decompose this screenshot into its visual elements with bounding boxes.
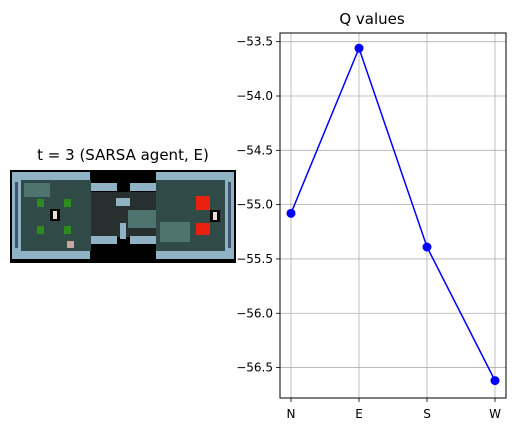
y-tick-label: −54.0 xyxy=(236,89,273,103)
floor-right-lit xyxy=(160,222,190,242)
floor-center-lit xyxy=(128,210,156,228)
wall-inner-top-a xyxy=(91,183,117,191)
y-tick-label: −55.0 xyxy=(236,198,273,212)
lava-upper xyxy=(196,196,210,210)
wall-top-left xyxy=(12,172,90,180)
wall-right-inner xyxy=(228,182,231,248)
y-tick-label: −55.5 xyxy=(236,252,273,266)
wall-inner-bottom-a xyxy=(91,236,117,244)
game-panel-title: t = 3 (SARSA agent, E) xyxy=(37,146,209,164)
plant-1 xyxy=(37,199,44,207)
wall-inner-mid xyxy=(116,198,130,206)
grid-lines xyxy=(280,33,506,398)
wall-inner-top-b xyxy=(130,183,156,191)
wall-bottom-right xyxy=(156,251,234,259)
game-view xyxy=(10,170,236,263)
x-tick-label: E xyxy=(355,407,363,421)
x-tick-label: N xyxy=(287,407,296,421)
y-tick-label: −54.5 xyxy=(236,143,273,157)
wall-left-inner xyxy=(15,182,18,248)
y-tick-label: −56.5 xyxy=(236,361,273,375)
npc-sprite-body xyxy=(213,212,217,220)
chart-title: Q values xyxy=(339,10,405,28)
wall-inner-bottom-b xyxy=(130,236,156,244)
y-tick-label: −53.5 xyxy=(236,35,273,49)
plant-3 xyxy=(37,226,44,234)
wall-bottom-left xyxy=(12,251,90,259)
wall-inner-post xyxy=(120,223,126,239)
series-line xyxy=(290,46,496,381)
q-series xyxy=(286,43,500,386)
plant-4 xyxy=(64,226,71,234)
x-tick-label: S xyxy=(423,407,431,421)
axis-ticks: N E S W −53.5 −54.0 −54.5 −55.0 −55.5 −56.0 −56.5 xyxy=(236,35,501,421)
y-tick-label: −56.0 xyxy=(236,306,273,320)
wall-top-right xyxy=(156,172,234,180)
lava-lower xyxy=(196,223,210,235)
agent-sprite-body xyxy=(53,211,57,219)
floor-left-lit xyxy=(24,183,50,197)
data-point-e xyxy=(354,43,364,53)
x-tick-label: W xyxy=(489,407,501,421)
plant-2 xyxy=(64,199,71,207)
data-point-s xyxy=(422,242,432,252)
agent-marker xyxy=(67,241,74,248)
data-point-w xyxy=(490,376,500,386)
plot-frame xyxy=(279,32,507,399)
data-point-n xyxy=(286,208,296,218)
